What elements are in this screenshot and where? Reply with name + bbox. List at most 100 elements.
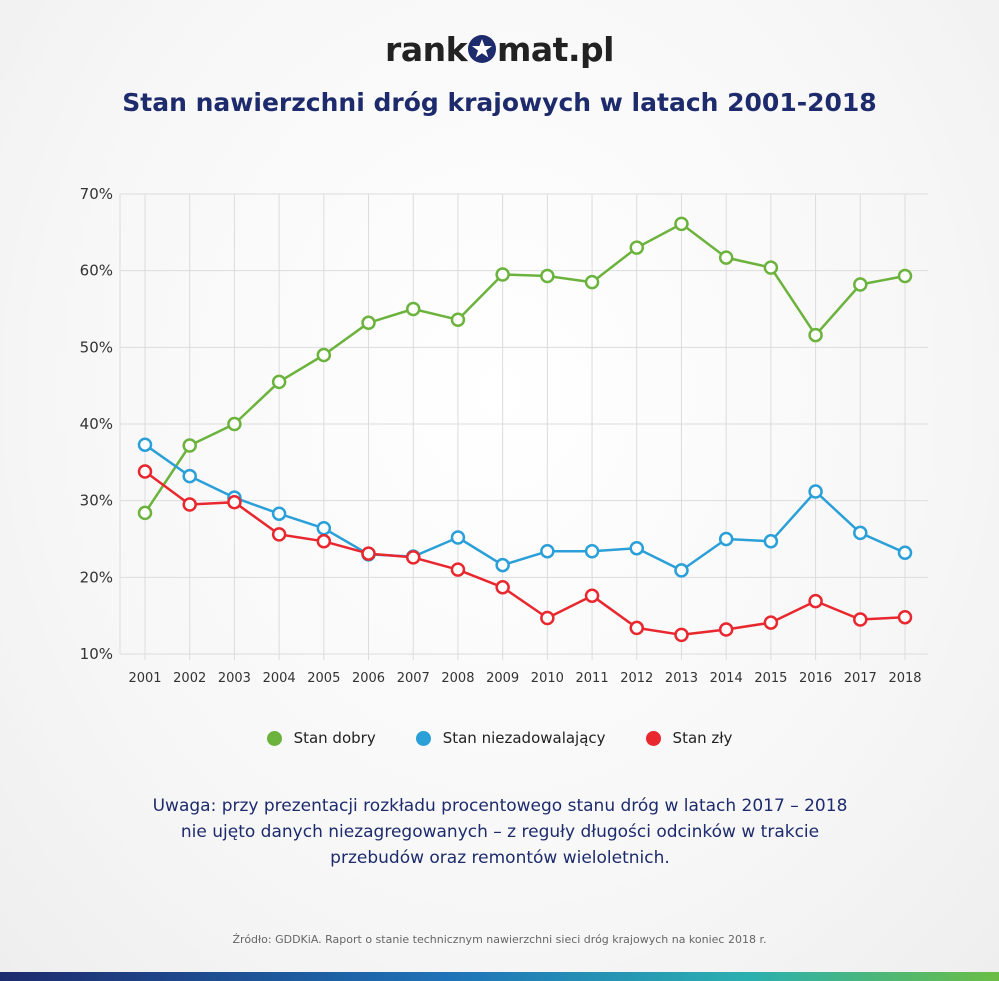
data-point-0 — [808, 327, 823, 343]
data-point-2 — [405, 550, 421, 565]
y-tick-label: 60% — [80, 262, 113, 280]
note-line-2: nie ujęto danych niezagregowanych – z re… — [180, 822, 820, 842]
data-point-0 — [853, 277, 868, 292]
data-point-1 — [629, 540, 645, 556]
data-point-2 — [182, 497, 197, 512]
legend-item-stan-niezadowalajacy: Stan niezadowalający — [415, 729, 606, 747]
data-point-0 — [584, 274, 600, 290]
data-point-1 — [808, 484, 823, 499]
note-line-1: Uwaga: przy prezentacji rozkładu procent… — [152, 796, 848, 816]
data-point-1 — [763, 534, 779, 549]
data-point-1 — [853, 525, 868, 541]
data-point-1 — [316, 521, 332, 536]
data-point-0 — [674, 216, 689, 232]
data-point-2 — [629, 620, 645, 636]
logo: rank mat.pl — [0, 30, 999, 69]
legend-label: Stan zły — [672, 729, 733, 747]
data-point-1 — [450, 530, 466, 545]
legend-dot-red — [645, 730, 661, 746]
bottom-gradient-bar — [0, 972, 999, 981]
legend-dot-blue — [415, 730, 431, 746]
legend-item-stan-dobry: Stan dobry — [266, 729, 376, 747]
data-point-0 — [718, 250, 734, 265]
data-point-0 — [316, 347, 332, 363]
y-tick-label: 50% — [80, 338, 113, 356]
data-point-2 — [853, 612, 868, 627]
data-point-0 — [629, 240, 645, 255]
x-tick-label: 2007 — [397, 671, 430, 686]
legend-item-stan-zly: Stan zły — [645, 729, 733, 747]
series-points — [137, 216, 913, 643]
x-tick-label: 2018 — [888, 671, 921, 686]
data-point-0 — [137, 505, 153, 521]
y-tick-label: 70% — [80, 185, 113, 203]
data-point-2 — [808, 593, 823, 609]
x-tick-label: 2011 — [576, 671, 609, 686]
x-tick-label: 2014 — [710, 671, 743, 686]
chart-grid — [119, 193, 928, 660]
x-tick-label: 2001 — [128, 671, 161, 686]
x-tick-label: 2016 — [799, 671, 832, 686]
x-tick-label: 2015 — [754, 671, 787, 686]
data-point-1 — [182, 468, 197, 484]
data-point-0 — [763, 260, 779, 275]
data-point-2 — [763, 615, 779, 630]
x-tick-label: 2017 — [844, 671, 877, 686]
legend-label: Stan dobry — [293, 729, 376, 747]
data-point-1 — [674, 563, 689, 578]
x-tick-label: 2002 — [173, 671, 206, 686]
star-icon — [468, 35, 497, 63]
data-point-1 — [540, 544, 555, 559]
legend-label: Stan niezadowalający — [442, 729, 606, 747]
data-point-0 — [227, 416, 242, 432]
data-point-0 — [540, 268, 555, 284]
legend: Stan dobry Stan niezadowalający Stan zły — [0, 729, 999, 747]
data-point-0 — [361, 315, 376, 331]
x-tick-label: 2003 — [218, 671, 251, 686]
page-title: Stan nawierzchni dróg krajowych w latach… — [122, 88, 877, 117]
y-tick-label: 20% — [80, 568, 113, 586]
data-point-1 — [495, 557, 510, 573]
data-point-2 — [718, 622, 734, 637]
data-point-2 — [271, 527, 287, 542]
series-lines — [143, 222, 906, 637]
x-tick-label: 2006 — [352, 671, 385, 686]
y-tick-label: 40% — [80, 415, 113, 433]
chart-note: Uwaga: przy prezentacji rozkładu procent… — [100, 793, 900, 871]
data-point-2 — [584, 588, 600, 603]
data-point-1 — [137, 437, 153, 452]
legend-dot-green — [266, 730, 282, 746]
y-tick-label: 10% — [80, 645, 113, 663]
data-point-0 — [897, 268, 913, 284]
series-line-2 — [144, 470, 906, 637]
data-point-2 — [674, 627, 689, 643]
data-point-0 — [182, 438, 197, 453]
series-line-1 — [144, 443, 906, 572]
x-tick-label: 2010 — [531, 671, 564, 686]
y-tick-label: 30% — [80, 492, 113, 510]
series-line-0 — [143, 222, 906, 514]
x-tick-label: 2008 — [441, 671, 474, 686]
data-point-1 — [718, 531, 734, 547]
data-point-0 — [495, 267, 510, 282]
x-tick-label: 2005 — [307, 671, 340, 686]
data-point-2 — [495, 580, 510, 595]
data-point-2 — [897, 609, 913, 625]
data-point-0 — [271, 374, 287, 390]
logo-text-right: mat.pl — [497, 30, 614, 69]
y-axis: 10% 20% 30% 40% 50% 60% 70% — [80, 185, 113, 663]
data-point-2 — [316, 534, 332, 549]
x-tick-label: 2004 — [263, 671, 296, 686]
data-point-1 — [271, 506, 287, 521]
data-point-0 — [405, 301, 421, 317]
data-point-1 — [584, 544, 600, 559]
x-axis: 2001 2002 2003 2004 2005 2006 2007 2008 2009 2010… — [128, 671, 921, 686]
data-point-2 — [450, 562, 466, 577]
line-chart: 10%20%30%40%50%60%70% 2001 2002 2003 2004 20… — [80, 185, 928, 686]
data-point-2 — [137, 464, 153, 479]
logo-text-left: rank — [385, 30, 468, 69]
x-tick-label: 2013 — [665, 671, 698, 686]
data-point-2 — [540, 610, 555, 626]
note-line-3: przebudów oraz remontów wieloletnich. — [330, 848, 670, 868]
x-tick-label: 2009 — [486, 671, 519, 686]
